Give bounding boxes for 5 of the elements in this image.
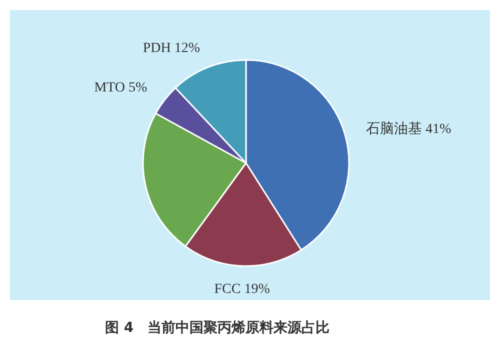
slice-label: MTO 5% (94, 80, 148, 96)
slice-label: 石脑油基 41% (366, 121, 452, 138)
slice-label: PDH 12% (142, 40, 200, 56)
slice-label: FCC 19% (214, 282, 270, 297)
text: 图 4 当前中国聚丙烯原料来源占比 (105, 320, 330, 336)
